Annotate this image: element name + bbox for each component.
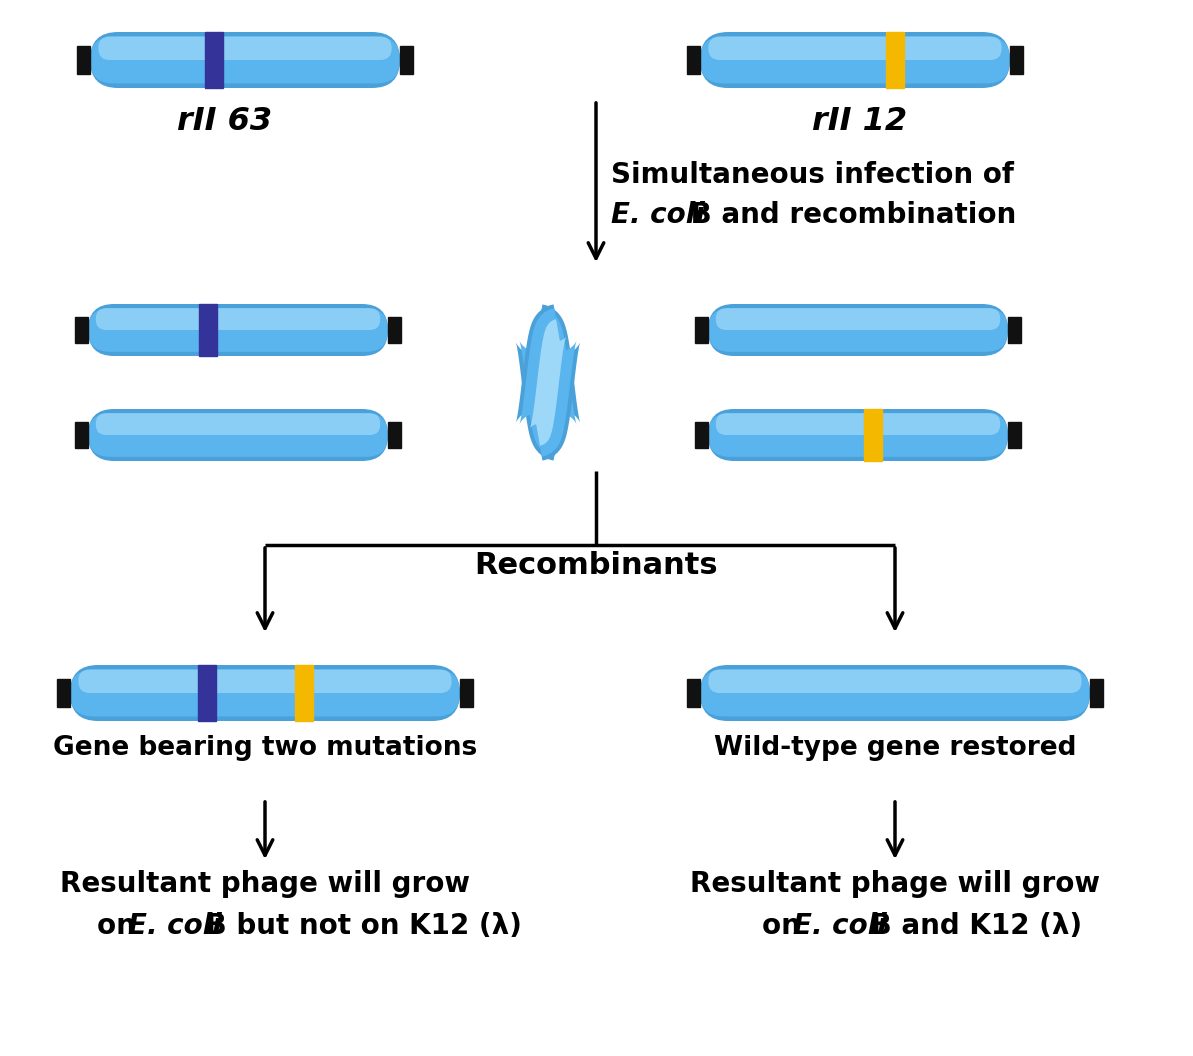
FancyBboxPatch shape	[707, 304, 1008, 356]
Text: Resultant phage will grow: Resultant phage will grow	[60, 870, 470, 898]
Bar	[295, 665, 313, 721]
Bar	[199, 304, 217, 356]
Bar	[687, 679, 700, 708]
Text: Resultant phage will grow: Resultant phage will grow	[690, 870, 1100, 898]
Text: E. coli: E. coli	[611, 201, 705, 229]
Text: E. coli: E. coli	[128, 912, 222, 940]
FancyBboxPatch shape	[79, 670, 452, 693]
Text: E. coli: E. coli	[793, 912, 886, 940]
FancyBboxPatch shape	[707, 413, 1008, 457]
Text: B and recombination: B and recombination	[681, 201, 1016, 229]
Text: rII 63: rII 63	[178, 106, 272, 137]
FancyBboxPatch shape	[70, 670, 460, 717]
Text: B and K12 (λ): B and K12 (λ)	[861, 912, 1082, 940]
Bar	[388, 422, 401, 448]
FancyBboxPatch shape	[707, 409, 1008, 461]
FancyBboxPatch shape	[70, 665, 460, 721]
Bar	[696, 422, 707, 448]
Polygon shape	[519, 308, 576, 457]
Polygon shape	[530, 319, 567, 446]
FancyBboxPatch shape	[700, 670, 1090, 717]
FancyBboxPatch shape	[98, 37, 391, 60]
FancyBboxPatch shape	[716, 308, 1000, 329]
FancyBboxPatch shape	[88, 409, 388, 461]
Bar	[1010, 46, 1024, 74]
Text: Simultaneous infection of: Simultaneous infection of	[611, 161, 1014, 189]
Polygon shape	[519, 308, 576, 457]
Text: Gene bearing two mutations: Gene bearing two mutations	[52, 735, 477, 761]
FancyBboxPatch shape	[95, 308, 381, 329]
FancyBboxPatch shape	[88, 413, 388, 457]
FancyBboxPatch shape	[89, 32, 400, 88]
Bar	[205, 32, 223, 88]
Text: rII 12: rII 12	[812, 106, 908, 137]
Bar	[864, 409, 882, 461]
FancyBboxPatch shape	[88, 304, 388, 356]
Bar	[400, 46, 413, 74]
FancyBboxPatch shape	[700, 32, 1010, 88]
Polygon shape	[515, 304, 580, 460]
FancyBboxPatch shape	[88, 308, 388, 352]
Text: Wild-type gene restored: Wild-type gene restored	[713, 735, 1076, 761]
Polygon shape	[515, 304, 580, 460]
Bar	[75, 317, 88, 343]
Bar	[886, 32, 904, 88]
Bar	[1008, 317, 1021, 343]
FancyBboxPatch shape	[709, 670, 1082, 693]
Bar	[57, 679, 70, 708]
Bar	[460, 679, 472, 708]
Bar	[1008, 422, 1021, 448]
Bar	[75, 422, 88, 448]
Bar	[78, 46, 89, 74]
FancyBboxPatch shape	[700, 37, 1010, 83]
Text: on: on	[762, 912, 810, 940]
Polygon shape	[530, 319, 567, 446]
Text: on: on	[97, 912, 146, 940]
FancyBboxPatch shape	[89, 37, 400, 83]
Bar	[388, 317, 401, 343]
FancyBboxPatch shape	[707, 308, 1008, 352]
Bar	[198, 665, 216, 721]
FancyBboxPatch shape	[709, 37, 1002, 60]
Bar	[696, 317, 707, 343]
Bar	[687, 46, 700, 74]
Text: Recombinants: Recombinants	[474, 551, 718, 580]
FancyBboxPatch shape	[700, 665, 1090, 721]
Bar	[1090, 679, 1104, 708]
FancyBboxPatch shape	[95, 413, 381, 435]
Text: B but not on K12 (λ): B but not on K12 (λ)	[196, 912, 521, 940]
FancyBboxPatch shape	[716, 413, 1000, 435]
